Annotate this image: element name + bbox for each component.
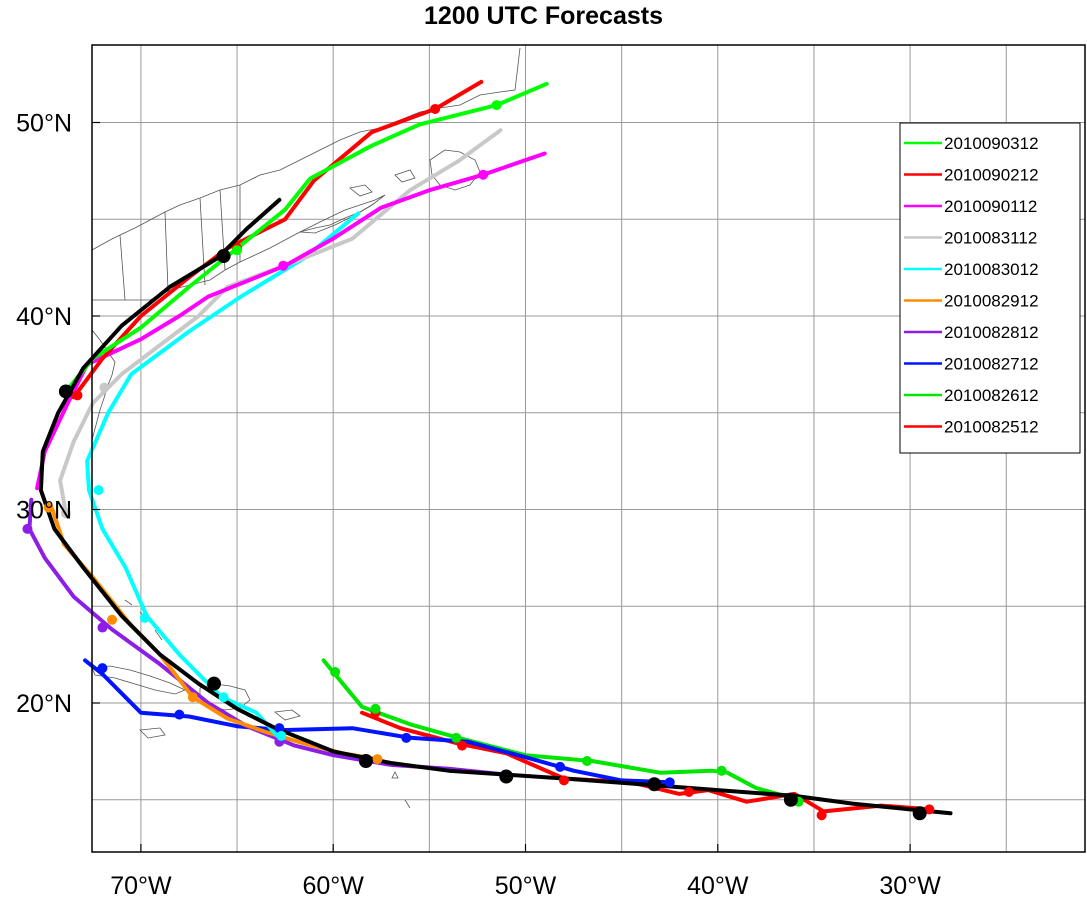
legend-label: 2010082912: [944, 292, 1039, 311]
x-tick-label: 60°W: [302, 872, 364, 900]
gulf-st-lawrence-islands: [349, 169, 416, 197]
forecast-point-2010083012: [93, 485, 104, 496]
x-tick-label: 50°W: [495, 872, 557, 900]
forecast-track-2010090312: [63, 81, 549, 394]
forecast-point-2010090112: [478, 169, 489, 180]
forecast-point-2010082912: [187, 692, 198, 703]
plot-frame: [91, 44, 1086, 853]
forecast-point-2010082712: [555, 761, 566, 772]
forecast-point-2010082712: [664, 777, 675, 788]
best-track-point: [216, 249, 231, 264]
forecast-point-2010082612: [370, 703, 381, 714]
chart-title: 1200 UTC Forecasts: [423, 2, 663, 30]
y-tick-label: 50°N: [16, 110, 72, 138]
forecast-point-2010082512: [924, 804, 935, 815]
best-track-line: [38, 197, 953, 816]
forecast-point-2010082612: [330, 667, 341, 678]
best-track-point: [647, 777, 662, 792]
forecast-point-2010083012: [276, 730, 287, 741]
forecast-point-2010090312: [232, 245, 243, 256]
legend-label: 2010083012: [944, 260, 1039, 279]
x-tick-label: 30°W: [879, 872, 941, 900]
us-canada-coastline: [91, 47, 521, 251]
best-track-point: [58, 384, 73, 399]
legend-label: 2010082512: [944, 418, 1039, 437]
legend-label: 2010090312: [944, 134, 1039, 153]
cuba: [91, 665, 187, 695]
forecast-point-2010090212: [430, 103, 441, 114]
forecast-point-2010090112: [278, 260, 289, 271]
forecast-point-2010083012: [218, 692, 229, 703]
forecast-track-2010090112: [35, 151, 547, 491]
forecast-point-2010082912: [107, 614, 118, 625]
forecast-point-2010082712: [401, 732, 412, 743]
forecast-point-2010083012: [139, 612, 150, 623]
us-state-borders: [92, 185, 241, 301]
forecast-point-2010082912: [43, 502, 54, 513]
legend: 2010090312 2010090212 2010090112 2010083112…: [899, 122, 1081, 454]
forecast-point-2010082712: [97, 663, 108, 674]
legend-label: 2010082612: [944, 386, 1039, 405]
forecast-point-2010083112: [60, 508, 71, 519]
forecast-point-2010082612: [582, 756, 593, 767]
legend-label: 2010090212: [944, 166, 1039, 185]
forecast-point-2010082512: [816, 810, 827, 821]
forecast-point-2010083112: [99, 382, 110, 393]
forecast-point-2010082812: [97, 622, 108, 633]
legend-box: [899, 122, 1081, 454]
legend-label: 2010082712: [944, 355, 1039, 374]
y-tick-label: 20°N: [16, 690, 72, 718]
forecast-point-2010082712: [274, 723, 285, 734]
forecast-point-2010090212: [72, 390, 83, 401]
best-track-point: [499, 769, 514, 784]
forecast-point-2010082512: [457, 740, 468, 751]
forecast-point-2010082812: [22, 523, 33, 534]
forecast-point-2010082712: [174, 709, 185, 720]
jamaica: [139, 727, 166, 739]
best-track-point: [783, 792, 798, 807]
lesser-antilles: [391, 771, 411, 809]
best-track-point: [206, 676, 221, 691]
y-tick-label: 40°N: [16, 303, 72, 331]
nova-scotia: [298, 194, 386, 234]
forecast-point-2010082612: [716, 765, 727, 776]
forecast-track-2010083112: [58, 128, 503, 516]
best-track-point: [912, 806, 927, 821]
forecast-point-2010082512: [558, 775, 569, 786]
forecast-point-2010082512: [683, 787, 694, 798]
forecast-track-2010082712: [83, 658, 672, 785]
x-tick-label: 40°W: [687, 872, 749, 900]
axis-ticks: 70°W 60°W 50°W 40°W 30°W 20°N 30°N 40°N 50°N: [16, 110, 941, 900]
puerto-rico: [274, 709, 301, 721]
legend-label: 2010083112: [944, 229, 1037, 248]
best-track-point: [358, 754, 373, 769]
forecast-point-2010082612: [451, 732, 462, 743]
x-tick-label: 70°W: [110, 872, 172, 900]
forecast-point-2010090312: [491, 100, 502, 111]
forecast-point-2010082912: [372, 754, 383, 765]
legend-label: 2010090112: [944, 197, 1037, 216]
legend-label: 2010082812: [944, 323, 1039, 342]
y-tick-label: 30°N: [16, 497, 72, 525]
forecast-track-2010082612: [321, 658, 801, 802]
